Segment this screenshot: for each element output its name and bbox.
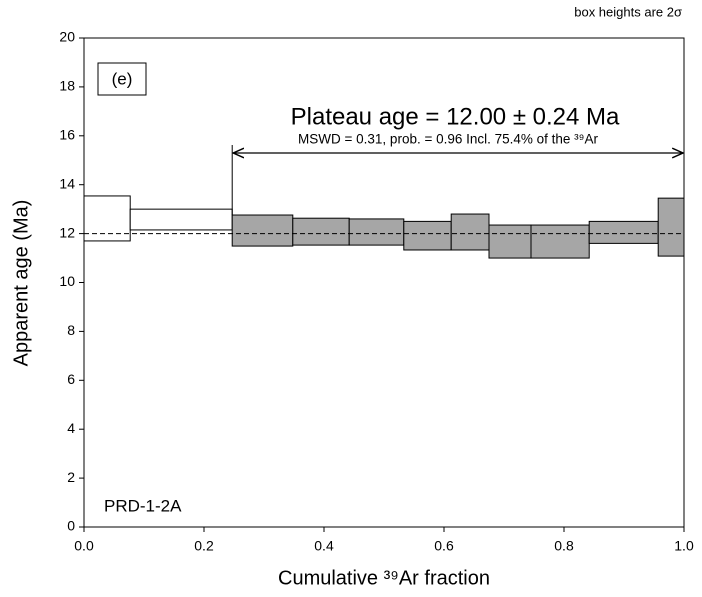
y-tick-label: 12: [59, 224, 75, 240]
y-tick-label: 10: [59, 273, 75, 289]
x-tick-label: 0.2: [194, 538, 214, 554]
plateau-step: [231, 214, 294, 247]
step: [129, 208, 233, 231]
plateau-step: [292, 217, 350, 246]
y-tick-label: 16: [59, 127, 75, 143]
plateau-step: [588, 220, 659, 244]
y-tick-label: 20: [59, 29, 75, 45]
y-tick-label: 6: [67, 371, 75, 387]
stats-text: MSWD = 0.31, prob. = 0.96 Incl. 75.4% of…: [298, 132, 598, 147]
y-tick-label: 4: [67, 420, 75, 436]
panel-label: (e): [112, 69, 133, 88]
sample-label: PRD-1-2A: [104, 496, 182, 515]
plateau-step: [488, 224, 532, 259]
plateau-step: [530, 224, 590, 259]
panel-box: [97, 62, 147, 96]
x-tick-label: 0.6: [434, 538, 454, 554]
y-tick-label: 8: [67, 322, 75, 338]
x-tick-label: 1.0: [674, 538, 694, 554]
y-tick-label: 18: [59, 78, 75, 94]
y-tick-label: 14: [59, 175, 75, 191]
x-tick-label: 0.0: [74, 538, 94, 554]
plateau-text: Plateau age = 12.00 ± 0.24 Ma: [291, 103, 620, 130]
x-axis-label: Cumulative ³⁹Ar fraction: [278, 567, 490, 589]
plateau-step: [348, 218, 405, 246]
y-axis-label: Apparent age (Ma): [10, 200, 32, 367]
plateau-step: [403, 220, 452, 251]
y-tick-label: 0: [67, 518, 75, 534]
y-tick-label: 2: [67, 469, 75, 485]
step: [83, 195, 131, 242]
plateau-step: [450, 213, 490, 251]
plateau-step: [657, 197, 685, 257]
note: box heights are 2σ: [574, 4, 682, 19]
x-tick-label: 0.8: [554, 538, 574, 554]
x-tick-label: 0.4: [314, 538, 334, 554]
